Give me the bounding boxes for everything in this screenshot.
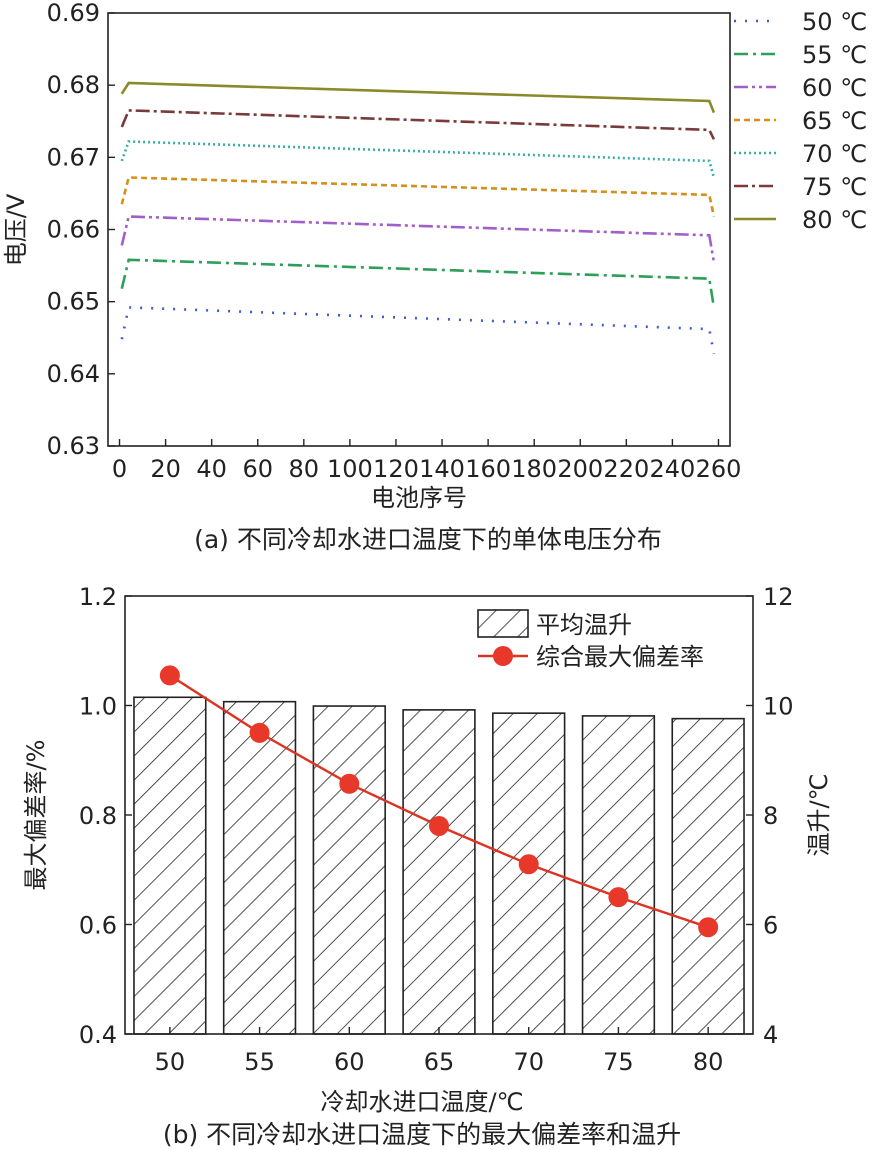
x-tick-label-b: 80: [693, 1048, 724, 1076]
series-line-2: [120, 215, 716, 263]
deviation-line-b: [159, 665, 719, 938]
y-axis-left-b: 0.4 0.6 0.8 1.0 1.2: [79, 583, 132, 1049]
temp-rise-bar: [581, 715, 656, 1035]
y-tick-label-a: 0.67: [47, 143, 100, 171]
y-tick-label-right-b: 4: [763, 1021, 778, 1049]
y-tick-label-left-b: 0.6: [79, 912, 117, 940]
deviation-point: [249, 722, 270, 743]
legend-label-line: 综合最大偏差率: [536, 643, 704, 671]
x-tick-label-b: 50: [155, 1048, 186, 1076]
y-tick-label-a: 0.65: [47, 288, 100, 316]
series-line-3: [120, 176, 716, 217]
x-tick-label-a: 160: [465, 455, 511, 483]
y-tick-label-a: 0.69: [47, 0, 100, 27]
x-tick-label-a: 100: [327, 455, 373, 483]
y-axis-right-b: 4 6 8 10 12: [746, 583, 794, 1049]
y-axis-label-right-b: 温升/℃: [805, 773, 833, 856]
x-tick-label-a: 240: [650, 455, 696, 483]
x-tick-label-b: 70: [513, 1048, 544, 1076]
series-line-0: [120, 306, 716, 354]
x-tick-label-a: 260: [696, 455, 742, 483]
y-tick-label-a: 0.68: [47, 71, 100, 99]
deviation-point: [698, 917, 719, 938]
x-axis-a: 0 20 40 60 80 100 120 140 160 180 200 220 240 260: [112, 439, 742, 483]
x-axis-label-b: 冷却水进口温度/℃: [320, 1088, 523, 1116]
x-tick-label-a: 80: [289, 455, 320, 483]
y-tick-label-left-b: 0.4: [79, 1021, 117, 1049]
legend-label-a: 65 ℃: [802, 107, 867, 135]
deviation-temperature-chart: 0.4 0.6 0.8 1.0 1.2 4 6 8 10 12 50 55 60 65 70 75 80 平…: [22, 583, 833, 1149]
x-tick-label-a: 200: [557, 455, 603, 483]
legend-label-a: 80 ℃: [802, 206, 867, 234]
series-lines-a: [120, 81, 716, 354]
legend-swatch-marker: [493, 646, 513, 666]
temp-rise-bar: [133, 696, 207, 1035]
temp-rise-bar: [312, 705, 386, 1035]
series-line-6: [120, 81, 716, 114]
y-tick-label-right-b: 12: [763, 583, 794, 611]
x-tick-label-b: 75: [603, 1048, 634, 1076]
y-tick-label-left-b: 1.0: [79, 693, 117, 721]
x-tick-label-a: 40: [196, 455, 227, 483]
x-tick-label-a: 140: [419, 455, 465, 483]
series-line-1: [120, 258, 716, 308]
y-axis-label-a: 电压/V: [2, 193, 30, 266]
temp-rise-bar: [222, 700, 297, 1035]
legend-a: 50 ℃ 55 ℃ 60 ℃ 65 ℃ 70 ℃ 75 ℃ 80 ℃: [734, 8, 867, 234]
y-tick-label-left-b: 0.8: [79, 802, 117, 830]
x-tick-label-b: 60: [334, 1048, 365, 1076]
voltage-line-chart: 0.63 0.64 0.65 0.66 0.67 0.68 0.69 0 20 40 60 80 10…: [2, 0, 867, 554]
y-tick-label-right-b: 10: [763, 693, 794, 721]
deviation-point: [518, 854, 539, 875]
y-axis-a: 0.63 0.64 0.65 0.66 0.67 0.68 0.69: [47, 0, 115, 460]
x-tick-label-b: 55: [244, 1048, 275, 1076]
x-axis-label-a: 电池序号: [371, 484, 467, 512]
legend-label-a: 55 ℃: [802, 41, 867, 69]
x-tick-label-b: 65: [424, 1048, 455, 1076]
deviation-point: [429, 815, 449, 836]
x-tick-label-a: 220: [603, 455, 649, 483]
series-line-5: [120, 109, 716, 140]
y-tick-label-right-b: 8: [763, 802, 778, 830]
x-tick-label-a: 120: [373, 455, 419, 483]
y-tick-label-a: 0.66: [47, 216, 100, 244]
legend-label-bar: 平均温升: [536, 611, 632, 639]
y-axis-label-left-b: 最大偏差率/%: [22, 740, 50, 891]
x-tick-label-a: 180: [511, 455, 557, 483]
y-tick-label-left-b: 1.2: [79, 583, 117, 611]
deviation-point: [159, 665, 180, 686]
x-axis-b: 50 55 60 65 70 75 80: [155, 1027, 724, 1076]
legend-label-a: 70 ℃: [802, 140, 867, 168]
x-tick-label-a: 0: [112, 455, 127, 483]
x-tick-label-a: 60: [242, 455, 273, 483]
y-tick-label-right-b: 6: [763, 912, 778, 940]
legend-label-a: 50 ℃: [802, 8, 867, 36]
temp-rise-bar: [671, 717, 745, 1035]
caption-b: (b) 不同冷却水进口温度下的最大偏差率和温升: [163, 1120, 681, 1149]
deviation-point: [339, 773, 360, 794]
legend-label-a: 60 ℃: [802, 74, 867, 102]
y-tick-label-a: 0.63: [47, 432, 100, 460]
caption-a: (a) 不同冷却水进口温度下的单体电压分布: [194, 525, 662, 554]
legend-swatch-bar: [477, 609, 529, 638]
plot-a-frame: [107, 12, 731, 447]
legend-label-a: 75 ℃: [802, 173, 867, 201]
series-line-4: [120, 140, 716, 178]
x-tick-label-a: 20: [150, 455, 181, 483]
temp-rise-bar: [402, 709, 476, 1035]
deviation-point: [608, 887, 629, 908]
bars-b: [133, 696, 745, 1035]
y-tick-label-a: 0.64: [47, 360, 100, 388]
